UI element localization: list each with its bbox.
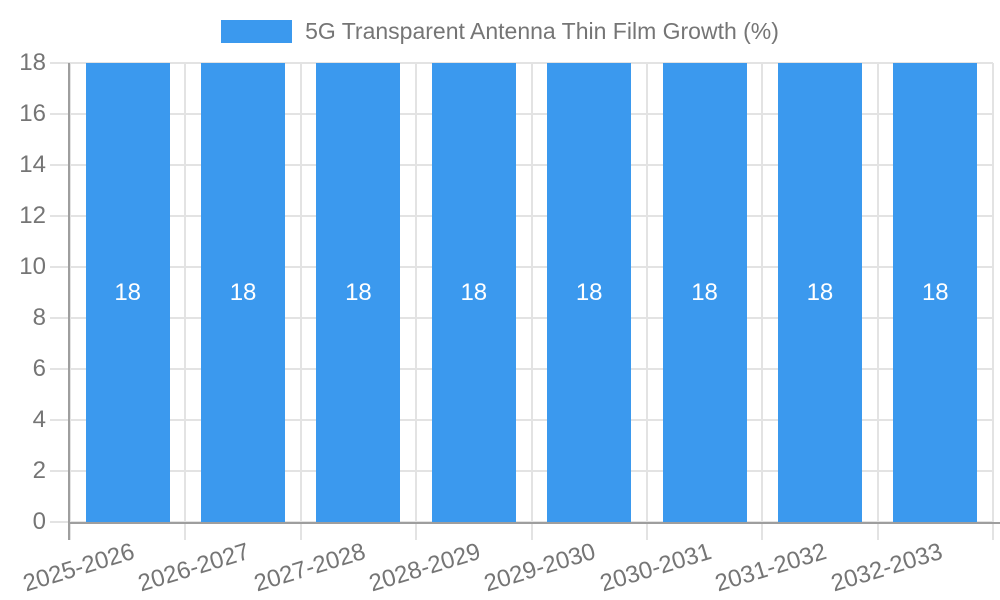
bar-2032-2033[interactable]: 18: [893, 63, 978, 522]
x-axis-tick-label: 2026-2027: [135, 538, 253, 598]
x-gridline: [761, 63, 764, 540]
x-gridline: [992, 63, 994, 540]
bar-value-label: 18: [921, 278, 949, 306]
y-axis-tick-label: 18: [19, 49, 46, 76]
y-axis-tick-label: 4: [32, 406, 46, 433]
x-gridline: [645, 63, 648, 540]
x-gridline: [299, 63, 302, 540]
y-axis-tick-label: 8: [32, 304, 46, 331]
y-axis-tick-label: 6: [32, 355, 46, 382]
bar-value-label: 18: [460, 278, 488, 306]
x-axis-tick-label: 2030-2031: [596, 538, 715, 598]
x-gridline: [184, 63, 187, 540]
bar-value-label: 18: [229, 278, 257, 306]
x-gridline: [530, 63, 533, 540]
bar-2031-2032[interactable]: 18: [777, 63, 862, 522]
x-axis-tick-label: 2027-2028: [250, 538, 369, 598]
y-axis-tick-label: 12: [19, 202, 46, 229]
y-axis-tick-label: 16: [19, 100, 46, 127]
bar-value-label: 18: [345, 278, 372, 306]
x-gridline: [415, 63, 418, 540]
legend-label: 5G Transparent Antenna Thin Film Growth …: [305, 18, 779, 44]
y-axis-tick-label: 14: [19, 151, 46, 178]
x-axis-tick-label: 2025-2026: [19, 538, 138, 598]
bar-value-label: 18: [691, 278, 718, 306]
x-gridline: [69, 63, 71, 540]
x-axis-tick-label: 2029-2030: [481, 538, 600, 598]
chart-legend-item[interactable]: 5G Transparent Antenna Thin Film Growth …: [0, 16, 1000, 46]
bar-2025-2026[interactable]: 18: [85, 63, 170, 522]
x-axis-tick-label: 2028-2029: [366, 538, 484, 598]
bar-2030-2031[interactable]: 18: [662, 63, 747, 522]
x-axis-tick-label: 2032-2033: [827, 538, 946, 598]
bar-value-label: 18: [806, 278, 834, 306]
x-axis-line: [68, 522, 1000, 524]
y-axis-tick-label: 0: [32, 508, 46, 535]
x-axis-tick-label: 2031-2032: [712, 538, 830, 598]
bar-2028-2029[interactable]: 18: [431, 63, 516, 522]
y-axis-tick-label: 10: [19, 253, 46, 280]
y-axis-line: [68, 63, 70, 540]
legend-color-swatch: [221, 19, 293, 43]
y-axis-tick-label: 2: [32, 457, 46, 484]
bar-2029-2030[interactable]: 18: [547, 63, 632, 522]
bar-2026-2027[interactable]: 18: [201, 63, 286, 522]
x-gridline: [876, 63, 879, 540]
bar-value-label: 18: [114, 278, 142, 306]
bar-value-label: 18: [575, 278, 603, 306]
bar-2027-2028[interactable]: 18: [316, 63, 401, 522]
